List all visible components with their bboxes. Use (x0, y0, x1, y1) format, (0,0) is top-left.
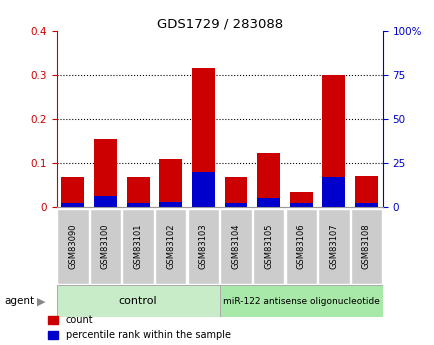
Text: GSM83102: GSM83102 (166, 223, 175, 268)
FancyBboxPatch shape (56, 285, 219, 317)
Bar (126, 177, 149, 207)
Bar (191, 68, 214, 207)
Bar (256, 198, 279, 207)
Bar (289, 191, 312, 207)
Bar (159, 159, 182, 207)
Bar (61, 177, 84, 207)
Text: GSM83105: GSM83105 (263, 223, 273, 268)
Bar (126, 204, 149, 207)
Bar (94, 196, 117, 207)
FancyBboxPatch shape (187, 208, 219, 284)
Bar (94, 139, 117, 207)
FancyBboxPatch shape (219, 285, 382, 317)
Legend: count, percentile rank within the sample: count, percentile rank within the sample (48, 315, 230, 340)
FancyBboxPatch shape (350, 208, 381, 284)
FancyBboxPatch shape (90, 208, 121, 284)
Text: GSM83103: GSM83103 (198, 223, 207, 269)
Text: GSM83108: GSM83108 (361, 223, 370, 269)
Text: ▶: ▶ (37, 296, 46, 306)
Text: GDS1729 / 283088: GDS1729 / 283088 (156, 17, 282, 30)
Bar (289, 204, 312, 207)
Text: GSM83106: GSM83106 (296, 223, 305, 269)
Bar (224, 204, 247, 207)
FancyBboxPatch shape (252, 208, 284, 284)
FancyBboxPatch shape (220, 208, 251, 284)
FancyBboxPatch shape (155, 208, 186, 284)
Bar (256, 153, 279, 207)
FancyBboxPatch shape (317, 208, 349, 284)
Text: GSM83107: GSM83107 (329, 223, 338, 269)
Text: GSM83090: GSM83090 (68, 223, 77, 268)
Bar (61, 203, 84, 207)
Bar (354, 203, 377, 207)
Text: miR-122 antisense oligonucleotide: miR-122 antisense oligonucleotide (222, 296, 379, 306)
FancyBboxPatch shape (285, 208, 316, 284)
Bar (322, 75, 345, 207)
Bar (159, 202, 182, 207)
Text: GSM83101: GSM83101 (133, 223, 142, 268)
Text: agent: agent (4, 296, 34, 306)
Bar (191, 172, 214, 207)
FancyBboxPatch shape (122, 208, 154, 284)
Text: GSM83100: GSM83100 (101, 223, 110, 268)
FancyBboxPatch shape (57, 208, 89, 284)
Text: GSM83104: GSM83104 (231, 223, 240, 268)
Bar (224, 177, 247, 207)
Bar (322, 177, 345, 207)
Text: control: control (118, 296, 157, 306)
Bar (354, 176, 377, 207)
